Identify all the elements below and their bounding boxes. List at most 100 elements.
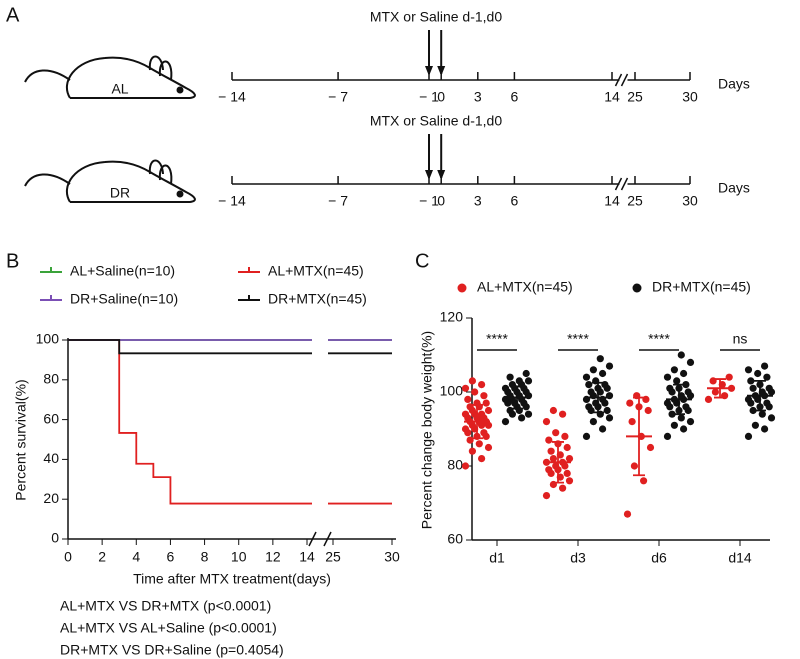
point: [545, 466, 553, 474]
tail: [24, 69, 71, 83]
point: [559, 484, 567, 492]
point: [646, 443, 655, 452]
x-tick-label: 14: [299, 549, 315, 565]
panel-label: A: [6, 4, 20, 26]
annotation: MTX or Saline d-1,d0: [370, 113, 502, 129]
point: [582, 432, 591, 440]
x-tick-label: d3: [570, 550, 586, 566]
point: [468, 447, 476, 455]
point: [480, 429, 488, 437]
point: [668, 410, 676, 418]
point: [542, 418, 551, 426]
y-axis-label: Percent change body weight(%): [419, 331, 435, 529]
point: [758, 410, 766, 418]
y-tick-label: 80: [447, 457, 463, 473]
point: [522, 369, 530, 378]
point: [582, 373, 591, 381]
error-bar: [471, 404, 483, 440]
point: [599, 425, 607, 433]
point: [663, 399, 672, 407]
tick-label: 3: [474, 193, 482, 209]
point: [478, 381, 486, 389]
arrow-head: [425, 66, 433, 76]
point: [471, 388, 479, 396]
eye: [176, 86, 184, 94]
tick-label: 0: [437, 89, 445, 105]
point: [563, 443, 571, 452]
tick-label: − 14: [218, 193, 246, 209]
x-tick-label: 2: [98, 549, 106, 565]
y-tick-label: 20: [43, 490, 59, 506]
mouse-label: DR: [110, 185, 130, 201]
point: [589, 418, 598, 426]
point: [478, 455, 486, 463]
point: [767, 414, 776, 422]
x-tick-label: 10: [231, 549, 247, 565]
legend-label: AL+Saline(n=10): [70, 263, 175, 279]
point: [484, 406, 493, 415]
point: [464, 395, 472, 403]
point: [549, 455, 558, 463]
point: [461, 462, 470, 470]
point: [682, 381, 690, 389]
point: [585, 403, 593, 411]
point: [640, 477, 648, 485]
point: [506, 373, 514, 381]
point: [761, 362, 769, 370]
axis-break-gap: [312, 332, 328, 535]
point: [747, 377, 755, 385]
point: [644, 406, 652, 415]
point: [552, 429, 560, 437]
error-bar: [673, 383, 685, 416]
error-bar: [633, 396, 645, 477]
panel-label: B: [6, 250, 19, 272]
point: [680, 425, 688, 433]
axis-label: Days: [718, 180, 750, 196]
point: [547, 447, 555, 455]
point: [761, 425, 769, 433]
y-tick-label: 80: [43, 371, 59, 387]
annotation: DR+MTX VS DR+Saline (p=0.4054): [60, 642, 284, 658]
tick-label: − 7: [328, 89, 348, 105]
x-axis-label: Time after MTX treatment(days): [133, 571, 331, 587]
point: [744, 366, 753, 374]
error-bar: [754, 380, 766, 412]
error-bar: [511, 385, 523, 410]
point: [482, 399, 490, 407]
point: [623, 510, 632, 518]
y-tick-label: 100: [36, 331, 60, 347]
point: [461, 425, 470, 433]
point: [628, 418, 636, 426]
y-axis-label: Percent survival(%): [13, 379, 29, 500]
point: [518, 414, 526, 422]
tick-label: 30: [682, 89, 698, 105]
mice: [24, 55, 196, 203]
point: [749, 406, 757, 415]
error-bar: [714, 378, 726, 399]
significance-label: ****: [567, 331, 589, 347]
point: [682, 403, 690, 411]
point: [480, 392, 488, 400]
point: [751, 421, 760, 429]
point: [563, 469, 571, 477]
tick-label: − 1: [419, 193, 439, 209]
significance-label: ****: [648, 331, 670, 347]
point: [686, 358, 695, 366]
y-tick-label: 40: [43, 450, 59, 466]
point: [542, 492, 551, 500]
tick-label: 6: [511, 193, 519, 209]
survival-line: [68, 339, 392, 355]
point: [666, 384, 674, 392]
x-tick-label: 0: [64, 549, 72, 565]
point: [549, 406, 558, 415]
x-tick-label: d14: [728, 550, 752, 566]
survival-line: [68, 339, 392, 505]
point: [545, 436, 553, 444]
point: [461, 384, 470, 392]
point: [711, 388, 720, 396]
point: [630, 462, 639, 470]
point: [524, 377, 533, 385]
point: [587, 388, 595, 396]
panel-label: C: [415, 250, 429, 272]
tick-label: − 14: [218, 89, 246, 105]
